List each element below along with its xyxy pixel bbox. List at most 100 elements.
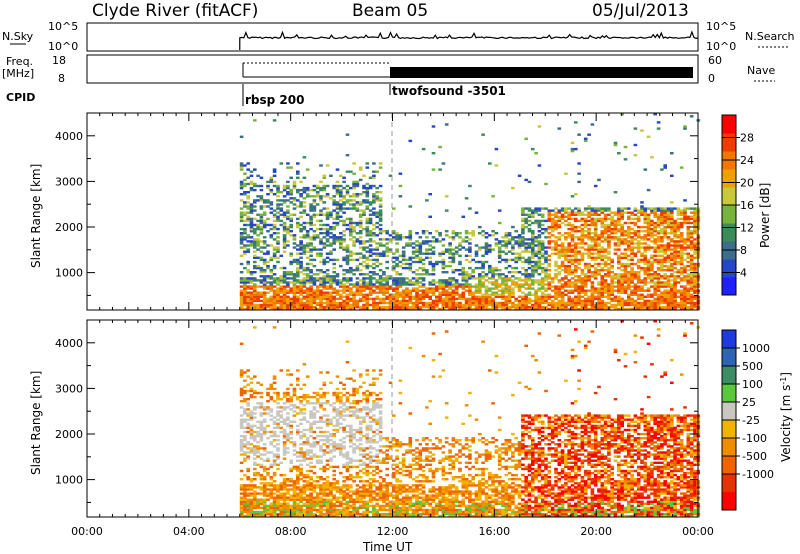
power-cell [537, 213, 542, 216]
power-cell [610, 211, 614, 214]
power-cell [607, 244, 611, 247]
power-cell [438, 291, 442, 294]
power-cell [262, 287, 267, 290]
power-cell [693, 232, 697, 235]
velocity-cell [272, 459, 277, 462]
power-cell [292, 180, 297, 184]
velocity-cell [246, 369, 250, 372]
velocity-cell [266, 457, 270, 460]
power-cell [382, 254, 386, 257]
power-cell [345, 307, 350, 311]
power-cell [610, 289, 614, 292]
power-cell [676, 250, 681, 253]
power-cell [590, 211, 595, 214]
power-cell [253, 266, 257, 270]
power-cell [339, 238, 343, 241]
power-cell [292, 213, 297, 216]
power-cell [633, 154, 638, 157]
power-cell [444, 293, 449, 296]
power-cell [607, 271, 611, 274]
power-cell [580, 254, 585, 257]
power-cell [378, 213, 383, 216]
power-cell [286, 184, 290, 188]
power-cell [670, 221, 674, 225]
power-cell [540, 301, 545, 305]
power-cell [332, 242, 336, 245]
power-cell [683, 277, 687, 280]
power-cell [603, 213, 608, 216]
power-cell [607, 256, 611, 259]
power-cell [567, 217, 571, 221]
power-cell [537, 207, 542, 210]
power-cell [339, 285, 343, 288]
velocity-cell [246, 504, 250, 508]
power-cell [524, 207, 528, 210]
power-cell [653, 307, 657, 311]
power-cell [534, 295, 538, 298]
power-cell [243, 301, 247, 305]
power-cell [521, 244, 525, 247]
power-cell [531, 230, 535, 233]
power-cell [574, 307, 578, 311]
power-cell [501, 303, 505, 307]
power-cell [454, 252, 459, 255]
velocity-cell [253, 416, 257, 419]
power-cell [345, 246, 350, 249]
power-cell [597, 289, 601, 292]
power-cell [507, 242, 512, 245]
power-cell [365, 273, 370, 276]
power-cell [537, 303, 542, 307]
power-cell [663, 164, 667, 167]
velocity-cell [262, 430, 267, 434]
power-cell [352, 182, 356, 186]
power-cell [673, 295, 677, 298]
power-cell [481, 230, 485, 233]
power-cell [329, 252, 333, 255]
power-cell [627, 275, 631, 278]
power-cell [531, 273, 535, 276]
power-ylabel: Slant Range [km] [29, 164, 43, 268]
power-cell [276, 295, 280, 298]
power-cell [693, 283, 697, 286]
power-cell [636, 305, 641, 309]
velocity-cell [276, 486, 280, 489]
power-cell [501, 236, 505, 239]
power-cell [534, 269, 538, 272]
velocity-cell [266, 512, 270, 516]
power-cell [339, 199, 343, 202]
power-cell [507, 250, 512, 253]
power-cell [689, 246, 694, 249]
power-cell [670, 219, 674, 223]
power-cell [603, 238, 608, 241]
power-cell [693, 223, 697, 227]
power-cell [504, 287, 509, 290]
power-cell [524, 225, 528, 229]
power-cell [246, 260, 250, 264]
power-cell [683, 303, 687, 307]
power-cell [322, 279, 327, 282]
power-cell [617, 217, 621, 221]
velocity-cell [246, 486, 250, 489]
power-cell [458, 248, 462, 251]
power-cell [282, 195, 287, 198]
power-cell [650, 266, 654, 270]
power-cell [540, 242, 545, 245]
power-cell [593, 244, 598, 247]
power-cell [243, 283, 247, 286]
power-cell [461, 246, 466, 249]
velocity-cell [253, 412, 257, 415]
power-cell [580, 211, 585, 214]
power-cell [580, 303, 585, 307]
power-cell [428, 240, 432, 243]
power-cell [272, 193, 277, 196]
power-cell [319, 186, 323, 190]
power-cell [600, 289, 605, 292]
power-cell [286, 291, 290, 294]
velocity-cell [243, 408, 247, 411]
power-cell [521, 230, 525, 233]
power-cell [339, 193, 343, 196]
power-cell [239, 285, 244, 288]
power-cell [534, 219, 538, 223]
power-cell [560, 303, 565, 307]
power-cell [653, 260, 657, 264]
